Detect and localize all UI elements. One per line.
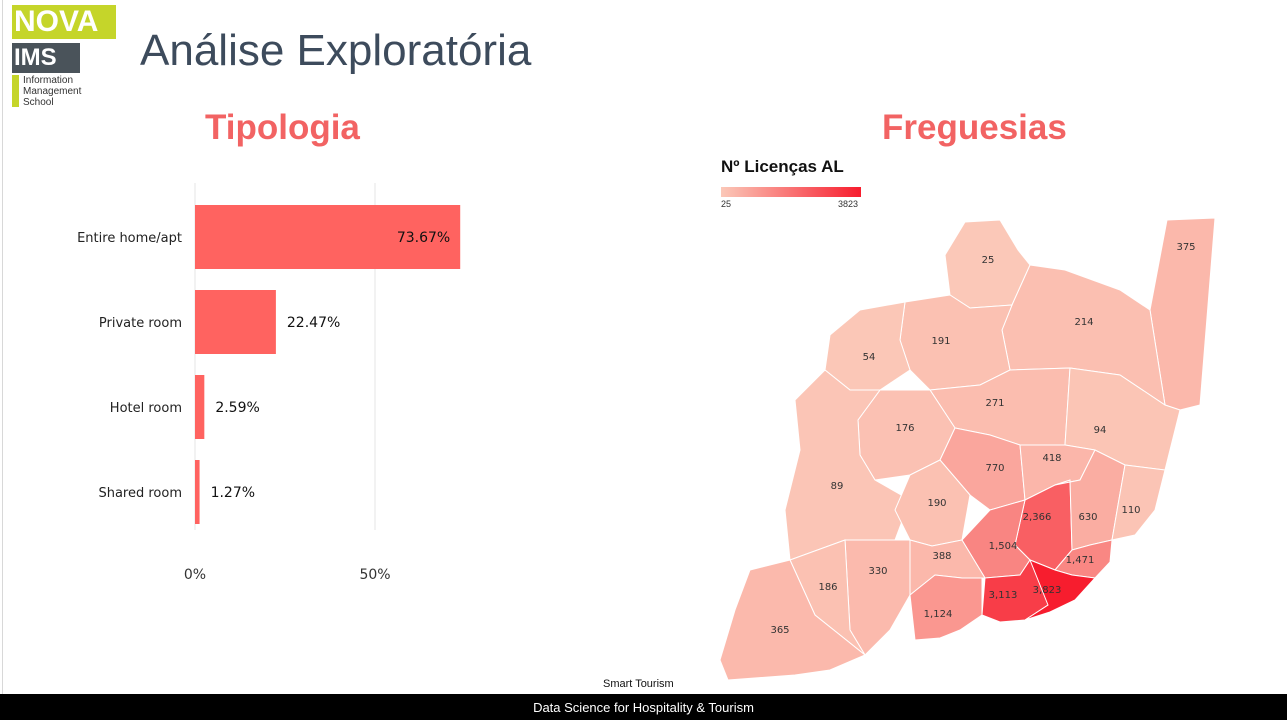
region-label: 3,823 <box>1033 585 1062 596</box>
map-legend-max: 3823 <box>838 199 859 209</box>
map-region <box>899 294 1013 391</box>
region-label: 3,113 <box>989 590 1018 601</box>
logo-line-1: Information <box>23 75 74 86</box>
map-region <box>909 574 983 641</box>
bar <box>195 290 276 354</box>
x-tick-label: 0% <box>184 567 206 583</box>
data-label: 73.67% <box>397 230 450 246</box>
region-label: 214 <box>1074 317 1093 328</box>
map-legend-gradient <box>721 187 861 197</box>
region-label: 25 <box>982 255 995 266</box>
region-label: 330 <box>868 566 887 577</box>
region-label: 770 <box>985 463 1004 474</box>
map-regions: 25 375 214 191 54 271 176 94 770 418 89 190 2,366 630… <box>719 217 1216 681</box>
logo-school-name: Information Management School <box>23 75 81 108</box>
map-region <box>824 301 911 391</box>
region-label: 2,366 <box>1023 512 1052 523</box>
nova-ims-logo: NOVA IMS Information Management School <box>12 5 116 109</box>
bar <box>195 205 461 269</box>
region-label: 110 <box>1121 505 1140 516</box>
bar <box>195 375 205 439</box>
data-label: 22.47% <box>287 315 340 331</box>
region-label: 54 <box>863 352 876 363</box>
section-title-freguesias: Freguesias <box>882 108 1067 147</box>
category-label: Shared room <box>98 486 182 501</box>
logo-nova: NOVA <box>12 5 116 39</box>
page-title: Análise Exploratória <box>140 26 532 75</box>
region-label: 94 <box>1094 425 1107 436</box>
category-label: Private room <box>99 316 182 331</box>
category-label: Entire home/apt <box>77 231 182 246</box>
map-legend-title: Nº Licenças AL <box>721 157 844 176</box>
map-region <box>1111 464 1166 541</box>
region-label: 176 <box>895 423 914 434</box>
map-legend-min: 25 <box>721 199 732 209</box>
section-title-tipologia: Tipologia <box>205 108 360 147</box>
region-label: 89 <box>831 481 844 492</box>
region-label: 1,471 <box>1066 555 1095 566</box>
map-region <box>1024 559 1097 621</box>
region-label: 388 <box>932 551 951 562</box>
category-label: Hotel room <box>110 401 182 416</box>
footer-caption: Smart Tourism <box>603 678 674 690</box>
logo-accent-bar <box>12 75 19 107</box>
footer-text: Data Science for Hospitality & Tourism <box>533 700 754 715</box>
logo-ims: IMS <box>12 43 80 73</box>
data-label: 2.59% <box>215 400 259 416</box>
bar <box>195 460 200 524</box>
left-border <box>2 0 3 694</box>
logo-line-3: School <box>23 97 54 108</box>
logo-line-2: Management <box>23 86 82 97</box>
region-label: 190 <box>927 498 946 509</box>
x-tick-label: 50% <box>359 567 390 583</box>
region-label: 271 <box>985 398 1004 409</box>
region-label: 1,124 <box>924 609 953 620</box>
region-label: 365 <box>770 625 789 636</box>
region-label: 1,504 <box>989 541 1018 552</box>
freguesias-choropleth-map: 25 375 214 191 54 271 176 94 770 418 89 190 2,366 630… <box>719 217 1216 681</box>
region-label: 375 <box>1176 242 1195 253</box>
region-label: 418 <box>1042 453 1061 464</box>
footer-bar: Data Science for Hospitality & Tourism <box>0 694 1287 720</box>
tipologia-bar-chart: 0% 50% Entire home/apt 73.67% Private room 22… <box>77 183 461 583</box>
region-label: 186 <box>818 582 837 593</box>
data-label: 1.27% <box>211 485 255 501</box>
map-region <box>719 559 866 681</box>
region-label: 630 <box>1078 512 1097 523</box>
region-label: 191 <box>931 336 950 347</box>
